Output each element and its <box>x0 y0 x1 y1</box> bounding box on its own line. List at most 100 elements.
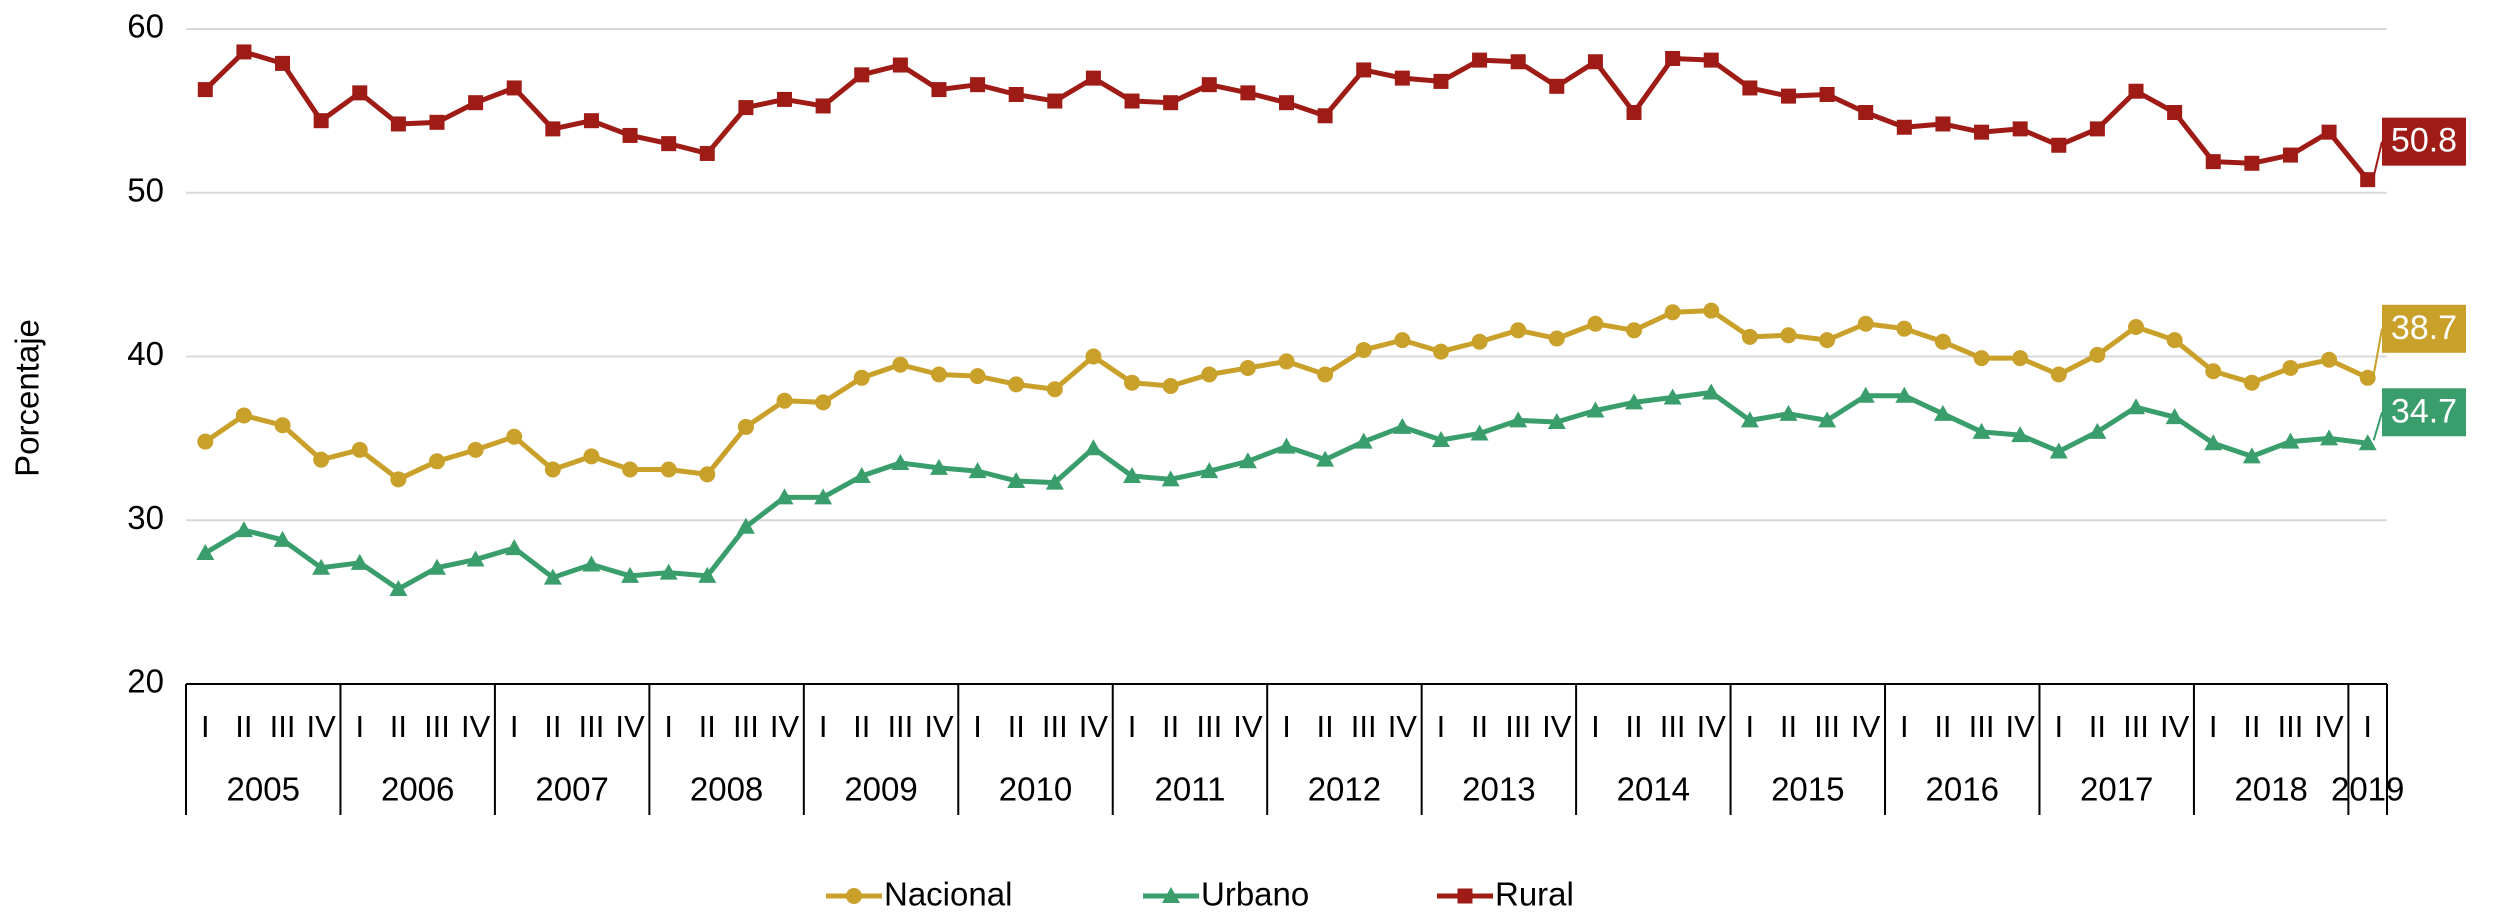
marker <box>2244 155 2260 171</box>
marker <box>2282 359 2299 376</box>
marker <box>846 888 862 904</box>
marker <box>1703 302 1720 319</box>
marker <box>1896 119 1912 135</box>
year-label: 2018 <box>2234 771 2307 808</box>
marker <box>1046 381 1063 398</box>
x-tick-label: IV <box>2006 709 2036 744</box>
x-tick-label: IV <box>1542 709 1572 744</box>
x-tick-label: II <box>235 709 252 744</box>
x-tick-label: I <box>2054 709 2063 744</box>
marker <box>2243 374 2260 391</box>
marker <box>1663 388 1682 405</box>
marker <box>1819 87 1835 102</box>
leader-line <box>2372 141 2383 177</box>
marker <box>1780 327 1797 344</box>
marker <box>2012 350 2029 367</box>
marker <box>2205 363 2222 380</box>
y-tick-label: 40 <box>127 335 164 372</box>
x-tick-label: III <box>1042 709 1068 744</box>
x-tick-label: II <box>544 709 561 744</box>
marker <box>466 550 485 567</box>
marker <box>2166 332 2183 349</box>
marker <box>197 82 213 98</box>
marker <box>1317 366 1334 383</box>
x-tick-label: I <box>1437 709 1446 744</box>
x-tick-label: II <box>1316 709 1333 744</box>
marker <box>582 555 601 572</box>
marker <box>467 441 484 458</box>
x-tick-label: III <box>2278 709 2304 744</box>
marker <box>776 392 793 409</box>
marker <box>1779 404 1798 421</box>
marker <box>2128 319 2145 336</box>
marker <box>1394 70 1410 86</box>
marker <box>815 98 831 114</box>
marker <box>931 82 947 98</box>
marker <box>1123 467 1142 484</box>
marker <box>313 113 329 129</box>
x-tick-label: I <box>664 709 673 744</box>
marker <box>428 453 445 470</box>
x-tick-label: I <box>1591 709 1600 744</box>
marker <box>506 80 522 96</box>
x-tick-label: II <box>1471 709 1488 744</box>
x-tick-label: III <box>733 709 759 744</box>
marker <box>736 517 755 534</box>
marker <box>583 113 599 129</box>
marker <box>1124 374 1141 391</box>
y-tick-label: 30 <box>127 499 164 536</box>
marker <box>1201 77 1217 93</box>
marker <box>854 67 870 83</box>
marker <box>892 57 908 73</box>
marker <box>2051 137 2067 153</box>
x-tick-label: III <box>1196 709 1222 744</box>
marker <box>1161 470 1180 487</box>
marker <box>429 114 445 130</box>
marker <box>1625 393 1644 410</box>
marker <box>544 461 561 478</box>
marker <box>1047 93 1063 109</box>
data-label: 34.7 <box>2391 392 2457 430</box>
x-tick-label: II <box>2243 709 2260 744</box>
marker <box>390 116 406 132</box>
x-tick-label: IV <box>924 709 954 744</box>
marker <box>622 461 639 478</box>
marker <box>891 453 910 470</box>
x-tick-label: II <box>1625 709 1642 744</box>
year-label: 2016 <box>1926 771 1999 808</box>
marker <box>1163 95 1179 111</box>
marker <box>236 44 252 60</box>
marker <box>1510 322 1527 339</box>
marker <box>1626 105 1642 121</box>
marker <box>892 356 909 373</box>
x-tick-label: III <box>1814 709 1840 744</box>
marker <box>1124 93 1140 109</box>
marker <box>1856 386 1875 403</box>
x-tick-label: I <box>355 709 364 744</box>
x-tick-label: III <box>579 709 605 744</box>
marker <box>814 488 833 505</box>
marker <box>1278 353 1295 370</box>
marker <box>1933 404 1952 421</box>
x-tick-label: II <box>853 709 870 744</box>
marker <box>2050 366 2067 383</box>
marker <box>1472 52 1488 68</box>
marker <box>506 428 523 445</box>
legend-label: Urbano <box>1201 876 1309 913</box>
marker <box>543 568 562 585</box>
marker <box>1045 473 1064 490</box>
marker <box>1973 350 1990 367</box>
marker <box>1587 315 1604 332</box>
marker <box>197 433 214 450</box>
marker <box>2281 432 2300 449</box>
year-label: 2011 <box>1154 771 1225 808</box>
year-label: 2007 <box>535 771 608 808</box>
marker <box>1587 54 1603 70</box>
marker <box>1238 452 1257 469</box>
x-tick-label: II <box>2089 709 2106 744</box>
x-tick-label: I <box>2209 709 2218 744</box>
marker <box>2242 447 2261 464</box>
x-tick-label: I <box>2363 709 2372 744</box>
marker <box>468 95 484 111</box>
marker <box>1007 471 1026 488</box>
